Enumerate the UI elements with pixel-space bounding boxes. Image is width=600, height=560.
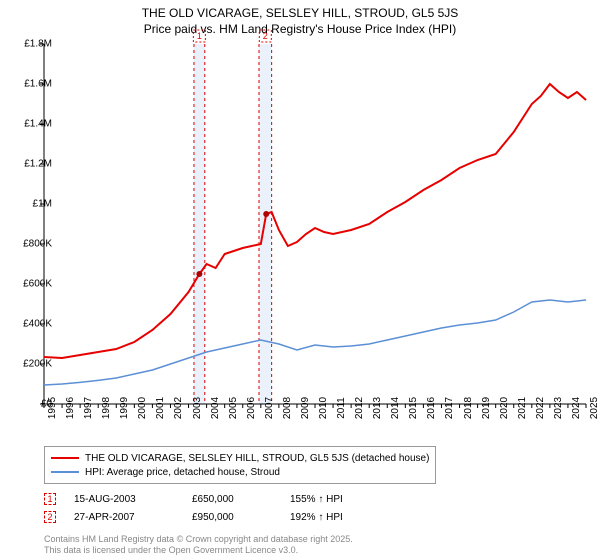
- x-tick-label: 2007: [264, 397, 275, 419]
- sale-price: £650,000: [192, 494, 272, 505]
- x-tick-label: 2012: [354, 397, 365, 419]
- footer: Contains HM Land Registry data © Crown c…: [44, 534, 353, 556]
- x-tick-label: 2011: [336, 397, 347, 419]
- x-tick-label: 2000: [137, 397, 148, 419]
- x-tick-label: 2019: [481, 397, 492, 419]
- legend-row: THE OLD VICARAGE, SELSLEY HILL, STROUD, …: [51, 451, 429, 465]
- x-tick-label: 2013: [372, 397, 383, 419]
- x-tick-label: 2018: [463, 397, 474, 419]
- x-tick-label: 1995: [47, 397, 58, 419]
- legend-area: THE OLD VICARAGE, SELSLEY HILL, STROUD, …: [44, 446, 586, 526]
- x-tick-label: 2009: [300, 397, 311, 419]
- footer-line1: Contains HM Land Registry data © Crown c…: [44, 534, 353, 545]
- sale-marker: 1: [44, 493, 56, 505]
- sale-date: 15-AUG-2003: [74, 494, 174, 505]
- x-tick-label: 2006: [246, 397, 257, 419]
- x-tick-label: 2014: [390, 397, 401, 419]
- x-tick-label: 2008: [282, 397, 293, 419]
- y-tick-label: £1.4M: [24, 119, 52, 130]
- x-tick-label: 2002: [173, 397, 184, 419]
- sale-rows: 1 15-AUG-2003 £650,000 155% ↑ HPI 2 27-APR-20…: [44, 490, 586, 526]
- x-tick-label: 2001: [155, 397, 166, 419]
- chart-container: THE OLD VICARAGE, SELSLEY HILL, STROUD, …: [0, 0, 600, 560]
- svg-text:1: 1: [197, 31, 202, 41]
- svg-text:2: 2: [263, 31, 268, 41]
- x-tick-label: 1997: [83, 397, 94, 419]
- sale-pct: 192% ↑ HPI: [290, 512, 380, 523]
- legend-line-swatch: [51, 457, 79, 459]
- x-tick-label: 2017: [444, 397, 455, 419]
- y-tick-label: £600K: [23, 279, 52, 290]
- chart-svg: 12: [44, 44, 586, 404]
- legend-row: HPI: Average price, detached house, Stro…: [51, 465, 429, 479]
- x-tick-label: 2025: [589, 397, 600, 419]
- x-tick-label: 2005: [228, 397, 239, 419]
- title-line1: THE OLD VICARAGE, SELSLEY HILL, STROUD, …: [0, 6, 600, 22]
- sale-price: £950,000: [192, 512, 272, 523]
- legend-line-swatch: [51, 471, 79, 473]
- y-tick-label: £200K: [23, 359, 52, 370]
- y-tick-label: £800K: [23, 239, 52, 250]
- x-tick-label: 2020: [499, 397, 510, 419]
- footer-line2: This data is licensed under the Open Gov…: [44, 545, 353, 556]
- sale-row: 2 27-APR-2007 £950,000 192% ↑ HPI: [44, 508, 586, 526]
- y-tick-label: £1.2M: [24, 159, 52, 170]
- x-tick-label: 2016: [426, 397, 437, 419]
- x-tick-label: 2010: [318, 397, 329, 419]
- sale-date: 27-APR-2007: [74, 512, 174, 523]
- x-tick-label: 2023: [553, 397, 564, 419]
- title-line2: Price paid vs. HM Land Registry's House …: [0, 22, 600, 38]
- x-tick-label: 2022: [535, 397, 546, 419]
- y-tick-label: £1M: [33, 199, 52, 210]
- x-tick-label: 1999: [119, 397, 130, 419]
- y-tick-label: £1.8M: [24, 39, 52, 50]
- y-tick-label: £400K: [23, 319, 52, 330]
- chart-title: THE OLD VICARAGE, SELSLEY HILL, STROUD, …: [0, 0, 600, 37]
- x-tick-label: 2024: [571, 397, 582, 419]
- legend-box: THE OLD VICARAGE, SELSLEY HILL, STROUD, …: [44, 446, 436, 484]
- sale-marker: 2: [44, 511, 56, 523]
- x-tick-label: 2021: [517, 397, 528, 419]
- x-tick-label: 1998: [101, 397, 112, 419]
- sale-pct: 155% ↑ HPI: [290, 494, 380, 505]
- x-tick-label: 2003: [192, 397, 203, 419]
- x-tick-label: 2004: [210, 397, 221, 419]
- chart-area: 12: [44, 44, 586, 404]
- y-tick-label: £1.6M: [24, 79, 52, 90]
- sale-row: 1 15-AUG-2003 £650,000 155% ↑ HPI: [44, 490, 586, 508]
- x-tick-label: 2015: [408, 397, 419, 419]
- x-tick-label: 1996: [65, 397, 76, 419]
- legend-label: THE OLD VICARAGE, SELSLEY HILL, STROUD, …: [85, 453, 429, 464]
- legend-label: HPI: Average price, detached house, Stro…: [85, 467, 280, 478]
